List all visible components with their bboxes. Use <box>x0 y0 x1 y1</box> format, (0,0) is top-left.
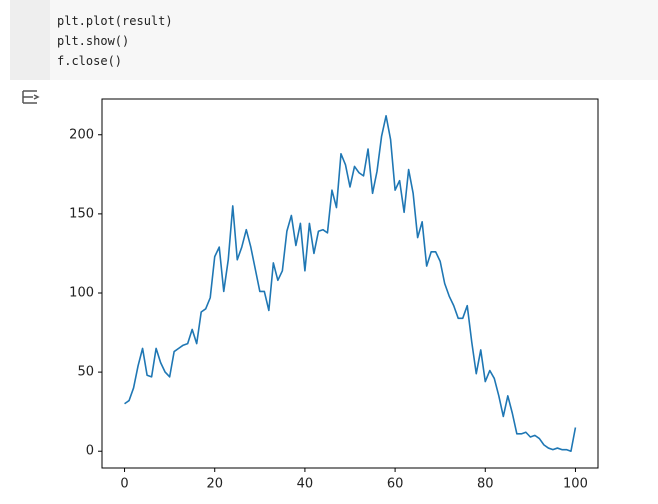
code-line: plt.show() <box>57 34 130 48</box>
x-tick-label: 60 <box>387 477 404 492</box>
y-tick-label: 200 <box>69 127 94 142</box>
x-tick-label: 100 <box>563 477 588 492</box>
cell-gutter <box>10 0 50 80</box>
y-tick-label: 50 <box>77 365 94 380</box>
y-tick-label: 100 <box>69 285 94 300</box>
code-cell: plt.plot(result) plt.show() f.close() <box>10 0 658 80</box>
x-tick-label: 20 <box>206 477 223 492</box>
x-tick-label: 0 <box>120 477 128 492</box>
y-tick-label: 150 <box>69 206 94 221</box>
output-icon[interactable] <box>22 90 40 104</box>
x-tick-label: 80 <box>477 477 494 492</box>
x-tick-label: 40 <box>297 477 314 492</box>
y-tick-label: 0 <box>86 444 94 459</box>
code-line: f.close() <box>57 54 123 68</box>
data-line <box>124 114 577 453</box>
axes-frame <box>101 98 599 469</box>
code-line: plt.plot(result) <box>57 14 173 28</box>
